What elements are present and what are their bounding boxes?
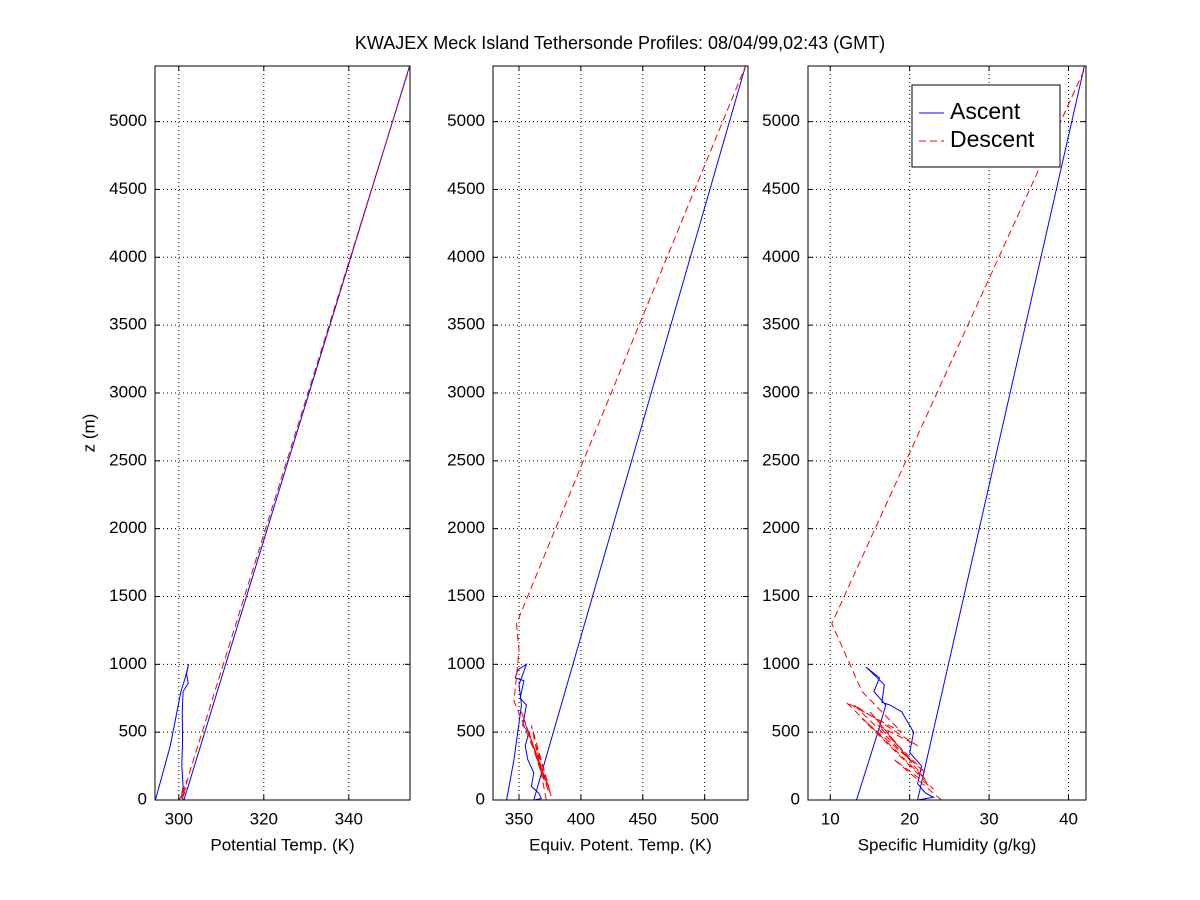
y-tick-label: 2000 (109, 518, 147, 537)
x-tick-label: 10 (821, 809, 840, 828)
y-tick-label: 5000 (447, 111, 485, 130)
y-tick-label: 4000 (762, 247, 800, 266)
y-tick-label: 4000 (109, 247, 147, 266)
y-tick-label: 3000 (109, 382, 147, 401)
y-tick-label: 5000 (762, 111, 800, 130)
y-tick-label: 3500 (447, 315, 485, 334)
x-tick-label: 400 (567, 809, 595, 828)
x-axis-label: Potential Temp. (K) (210, 835, 354, 854)
x-tick-label: 40 (1059, 809, 1078, 828)
y-tick-label: 0 (791, 789, 800, 808)
y-tick-label: 3500 (109, 315, 147, 334)
y-tick-label: 1000 (109, 654, 147, 673)
y-tick-label: 2500 (109, 450, 147, 469)
x-tick-label: 300 (165, 809, 193, 828)
y-tick-label: 1000 (762, 654, 800, 673)
y-tick-label: 500 (119, 722, 147, 741)
profile-line (856, 66, 1085, 800)
y-tick-label: 2000 (447, 518, 485, 537)
legend-label: Ascent (950, 98, 1021, 124)
axes-box (807, 65, 1087, 801)
x-tick-label: 340 (335, 809, 363, 828)
legend-label: Descent (950, 126, 1035, 152)
y-tick-label: 3000 (762, 382, 800, 401)
axes-box (154, 65, 411, 801)
x-tick-label: 450 (629, 809, 657, 828)
y-tick-label: 500 (772, 722, 800, 741)
y-tick-label: 2500 (762, 450, 800, 469)
y-axis-label: z (m) (79, 414, 98, 453)
x-tick-label: 500 (690, 809, 718, 828)
y-tick-label: 0 (138, 789, 147, 808)
x-axis-label: Specific Humidity (g/kg) (858, 835, 1037, 854)
profile-line (831, 66, 1086, 800)
x-axis-label: Equiv. Potent. Temp. (K) (529, 835, 712, 854)
y-tick-label: 4500 (447, 179, 485, 198)
y-tick-label: 1000 (447, 654, 485, 673)
y-tick-label: 0 (476, 789, 485, 808)
y-tick-label: 2000 (762, 518, 800, 537)
figure-title: KWAJEX Meck Island Tethersonde Profiles:… (355, 33, 885, 53)
x-tick-label: 30 (980, 809, 999, 828)
x-tick-label: 20 (900, 809, 919, 828)
y-tick-label: 1500 (762, 586, 800, 605)
y-tick-label: 3500 (762, 315, 800, 334)
profile-line (178, 66, 410, 800)
y-tick-label: 5000 (109, 111, 147, 130)
y-tick-label: 2500 (447, 450, 485, 469)
y-tick-label: 500 (457, 722, 485, 741)
y-tick-label: 1500 (109, 586, 147, 605)
y-tick-label: 4500 (109, 179, 147, 198)
profile-line (506, 66, 746, 800)
y-tick-label: 1500 (447, 586, 485, 605)
y-tick-label: 3000 (447, 382, 485, 401)
axes-box (492, 65, 749, 801)
legend-box (911, 84, 1061, 168)
profile-line (155, 66, 410, 800)
y-tick-label: 4500 (762, 179, 800, 198)
x-tick-label: 320 (250, 809, 278, 828)
y-tick-label: 4000 (447, 247, 485, 266)
x-tick-label: 350 (505, 809, 533, 828)
profile-line (513, 66, 746, 800)
